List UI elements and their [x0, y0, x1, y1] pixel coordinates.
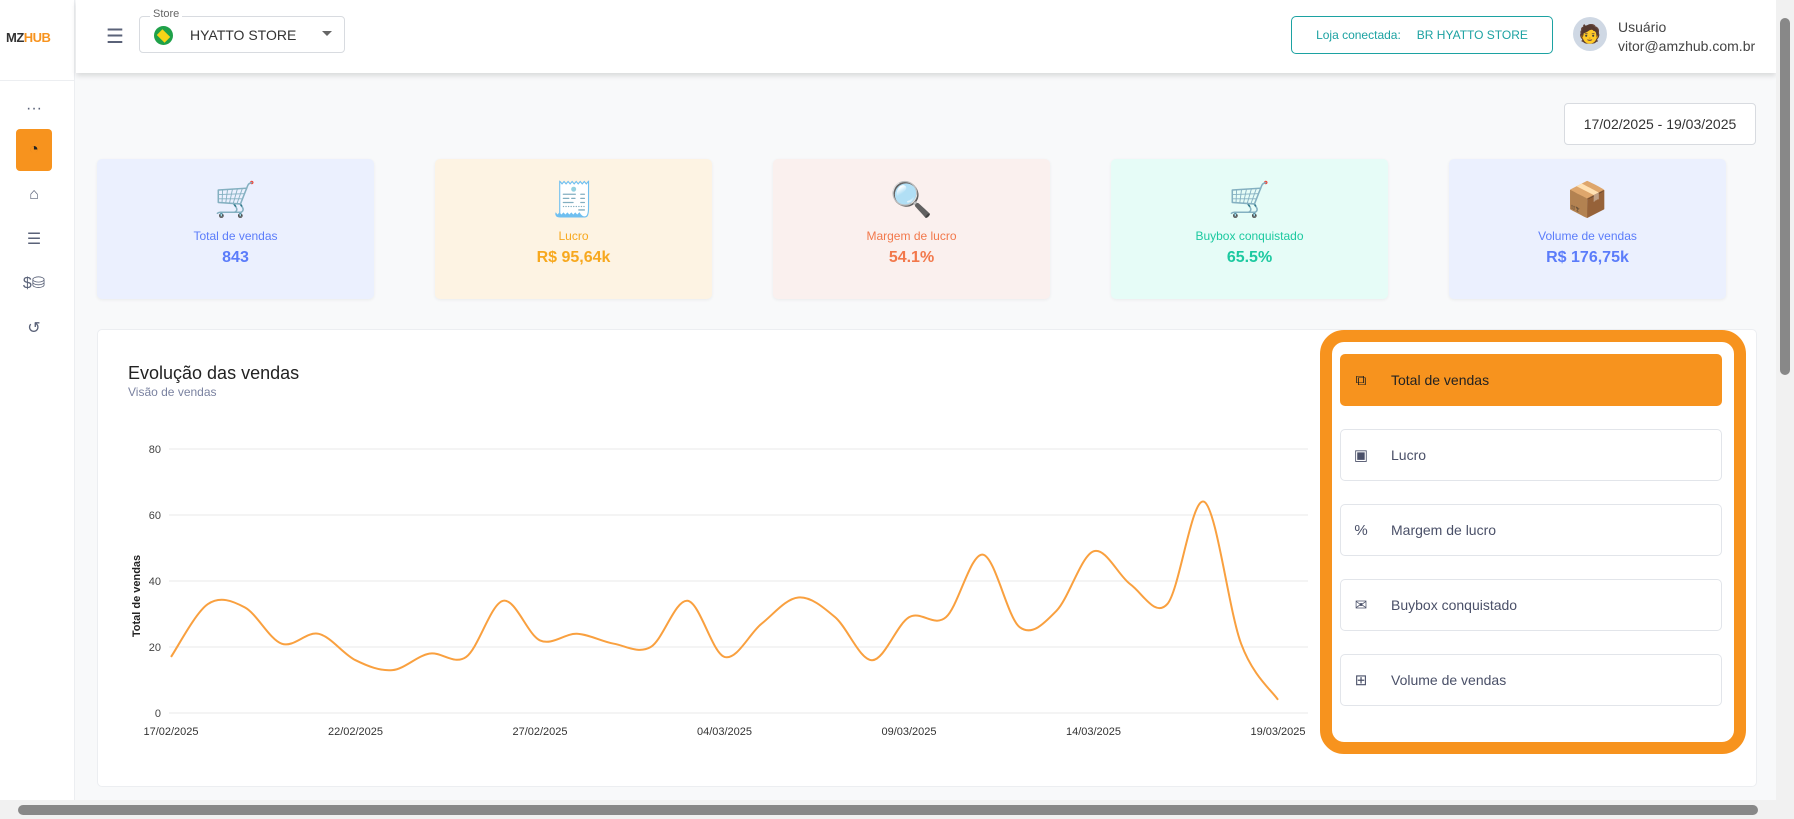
- scroll-thumb[interactable]: [18, 805, 1758, 815]
- y-tick-label: 20: [149, 642, 161, 654]
- metric-option-margem-de-lucro[interactable]: % Margem de lucro: [1340, 504, 1722, 556]
- y-tick-label: 80: [149, 444, 161, 456]
- kpi-label: Volume de vendas: [1538, 229, 1637, 243]
- kpi-label: Margem de lucro: [866, 229, 957, 243]
- y-tick-label: 60: [149, 510, 161, 522]
- dashboard-icon: ◔: [29, 141, 39, 158]
- x-tick-label: 19/03/2025: [1250, 726, 1305, 738]
- store-name: HYATTO STORE: [190, 27, 297, 43]
- divider: [0, 80, 75, 81]
- option-label: Margem de lucro: [1391, 522, 1497, 538]
- kpi-value: 65.5%: [1226, 249, 1273, 266]
- user-name: Usuário: [1618, 19, 1667, 35]
- menu-icon[interactable]: ☰: [106, 26, 124, 48]
- chevron-down-icon: [322, 31, 332, 36]
- cart-icon: 🛒: [214, 181, 257, 219]
- y-tick-label: 0: [155, 708, 161, 720]
- connected-label: Loja conectada:: [1316, 28, 1401, 42]
- store-label: Store: [150, 8, 183, 20]
- topbar: ☰ Store HYATTO STORE Loja conectada: BR …: [76, 0, 1776, 73]
- coins-icon: $⛁: [22, 275, 46, 292]
- kpi-value: R$ 95,64k: [536, 249, 611, 266]
- kpi-value: R$ 176,75k: [1546, 249, 1629, 266]
- y-axis-label: Total de vendas: [131, 555, 143, 637]
- box-open-icon: ✉: [1354, 597, 1368, 614]
- date-range-picker[interactable]: 17/02/2025 - 19/03/2025: [1564, 103, 1756, 145]
- kpi-card: 🧾 Lucro R$ 95,64k: [435, 159, 712, 299]
- store-select[interactable]: Store HYATTO STORE: [139, 8, 345, 53]
- x-tick-label: 27/02/2025: [512, 726, 567, 738]
- sidebar-item-list[interactable]: ☰: [16, 218, 52, 260]
- option-label: Buybox conquistado: [1391, 597, 1518, 613]
- kpi-card: 📦 Volume de vendas R$ 176,75k: [1449, 159, 1726, 299]
- connected-value: BR HYATTO STORE: [1416, 28, 1528, 42]
- x-tick-label: 22/02/2025: [328, 726, 383, 738]
- series-line: [170, 500, 1279, 701]
- x-tick-label: 17/02/2025: [143, 726, 198, 738]
- sidebar-item-more[interactable]: ···: [16, 88, 52, 130]
- kpi-label: Lucro: [558, 229, 589, 243]
- metric-option-buybox-conquistado[interactable]: ✉ Buybox conquistado: [1340, 579, 1722, 631]
- kpi-label: Buybox conquistado: [1195, 229, 1304, 243]
- hand-truck-icon: 📦: [1566, 181, 1609, 219]
- dolly-icon: ⊞: [1354, 672, 1368, 689]
- x-tick-label: 14/03/2025: [1066, 726, 1121, 738]
- metric-option-total-de-vendas[interactable]: ⧉ Total de vendas: [1340, 354, 1722, 406]
- metric-option-volume-de-vendas[interactable]: ⊞ Volume de vendas: [1340, 654, 1722, 706]
- horizontal-scrollbar[interactable]: [0, 800, 1794, 819]
- sidebar-item-store[interactable]: ⌂: [16, 174, 52, 216]
- avatar[interactable]: 🧑: [1573, 17, 1607, 51]
- brazil-flag-icon: [154, 26, 173, 45]
- kpi-card: 🛒 Buybox conquistado 65.5%: [1111, 159, 1388, 299]
- connected-store-badge[interactable]: Loja conectada: BR HYATTO STORE: [1291, 16, 1553, 54]
- scroll-thumb[interactable]: [1780, 18, 1790, 375]
- x-tick-label: 04/03/2025: [697, 726, 752, 738]
- vertical-scrollbar[interactable]: [1776, 0, 1794, 800]
- history-icon: ↺: [27, 320, 41, 337]
- more-icon: ···: [26, 100, 42, 117]
- kpi-card: 🛒 Total de vendas 843: [97, 159, 374, 299]
- metric-selector: ⧉ Total de vendas ▣ Lucro% Margem de lucro ✉ B…: [1320, 330, 1746, 754]
- sidebar-item-history[interactable]: ↺: [16, 307, 52, 349]
- list-icon: ☰: [26, 231, 42, 248]
- buybox-cart-icon: 🛒: [1228, 181, 1271, 219]
- percent-cycle-icon: %: [1354, 521, 1368, 539]
- kpi-label: Total de vendas: [193, 229, 278, 243]
- sidebar-item-coins[interactable]: $⛁: [16, 262, 52, 304]
- kpi-value: 843: [222, 249, 249, 266]
- option-label: Lucro: [1391, 447, 1427, 463]
- cash-register-icon: 🧾: [552, 181, 595, 219]
- user-info[interactable]: Usuário vitor@amzhub.com.br: [1618, 18, 1755, 56]
- sidebar: MZHUB ··· ◔ ⌂ ☰ $⛁ ↺: [0, 0, 75, 800]
- logo[interactable]: MZHUB: [6, 30, 51, 45]
- kpi-value: 54.1%: [888, 249, 935, 266]
- percent-search-icon: 🔍: [890, 181, 933, 219]
- store-icon: ⌂: [29, 186, 39, 203]
- kpi-card: 🔍 Margem de lucro 54.1%: [773, 159, 1050, 299]
- panel-title: Evolução das vendas: [128, 363, 300, 383]
- user-email: vitor@amzhub.com.br: [1618, 38, 1756, 54]
- option-label: Volume de vendas: [1391, 672, 1507, 688]
- option-label: Total de vendas: [1391, 372, 1490, 388]
- money-icon: ▣: [1353, 447, 1369, 464]
- metric-option-lucro[interactable]: ▣ Lucro: [1340, 429, 1722, 481]
- y-tick-label: 40: [149, 576, 161, 588]
- panel-subtitle: Visão de vendas: [128, 385, 217, 399]
- sidebar-item-dashboard[interactable]: ◔: [16, 129, 52, 171]
- boxes-icon: ⧉: [1355, 371, 1367, 389]
- x-tick-label: 09/03/2025: [881, 726, 936, 738]
